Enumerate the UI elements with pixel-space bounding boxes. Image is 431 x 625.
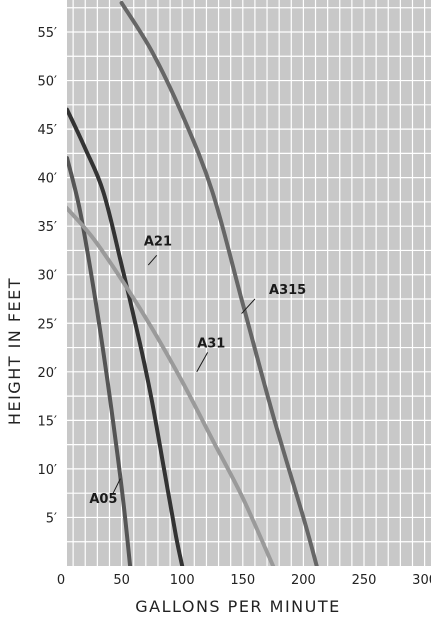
series-line-a31 [67, 205, 276, 566]
leader-a21 [147, 254, 158, 266]
series-label-a315: A315 [269, 283, 306, 298]
leader-a31 [196, 352, 209, 373]
x-tick-label: 300 [412, 573, 431, 588]
x-tick-label: 150 [230, 573, 255, 588]
x-tick-labels: 0 50 100 150 200 250 300 [57, 573, 431, 588]
y-tick-label: 25′ [38, 317, 58, 332]
series-label-a31: A31 [197, 337, 225, 352]
leader-a315 [241, 298, 256, 314]
y-tick-label: 15′ [38, 414, 58, 429]
y-tick-label: 10′ [38, 463, 58, 478]
y-tick-label: 45′ [38, 123, 58, 138]
series-label-a21: A21 [144, 235, 172, 250]
curve-labels: A05 A21 A31 A315 [89, 235, 306, 507]
y-tick-label: 35′ [38, 220, 58, 235]
y-tick-label: 50′ [38, 75, 58, 90]
series-line-a05 [67, 156, 133, 566]
y-tick-label: 55′ [38, 26, 58, 41]
series-line-a21 [67, 107, 185, 566]
leader-a05 [112, 478, 121, 494]
x-tick-label: 250 [352, 573, 377, 588]
x-tick-label: 100 [170, 573, 195, 588]
x-tick-label: 0 [57, 573, 65, 588]
y-tick-label: 20′ [38, 366, 58, 381]
label-leaders [112, 254, 256, 494]
y-tick-label: 30′ [38, 269, 58, 284]
y-tick-label: 40′ [38, 172, 58, 187]
x-axis-title: GALLONS PER MINUTE [135, 597, 340, 616]
series-label-a05: A05 [89, 492, 117, 507]
x-tick-label: 50 [113, 573, 130, 588]
y-tick-label: 5′ [46, 511, 57, 526]
y-axis-title: HEIGHT IN FEET [5, 277, 24, 425]
series-lines [67, 0, 319, 566]
series-line-a315 [119, 0, 319, 566]
x-tick-label: 200 [291, 573, 316, 588]
y-tick-labels: 5′ 10′ 15′ 20′ 25′ 30′ 35′ 40′ 45′ 50′ 55′ [38, 26, 58, 526]
